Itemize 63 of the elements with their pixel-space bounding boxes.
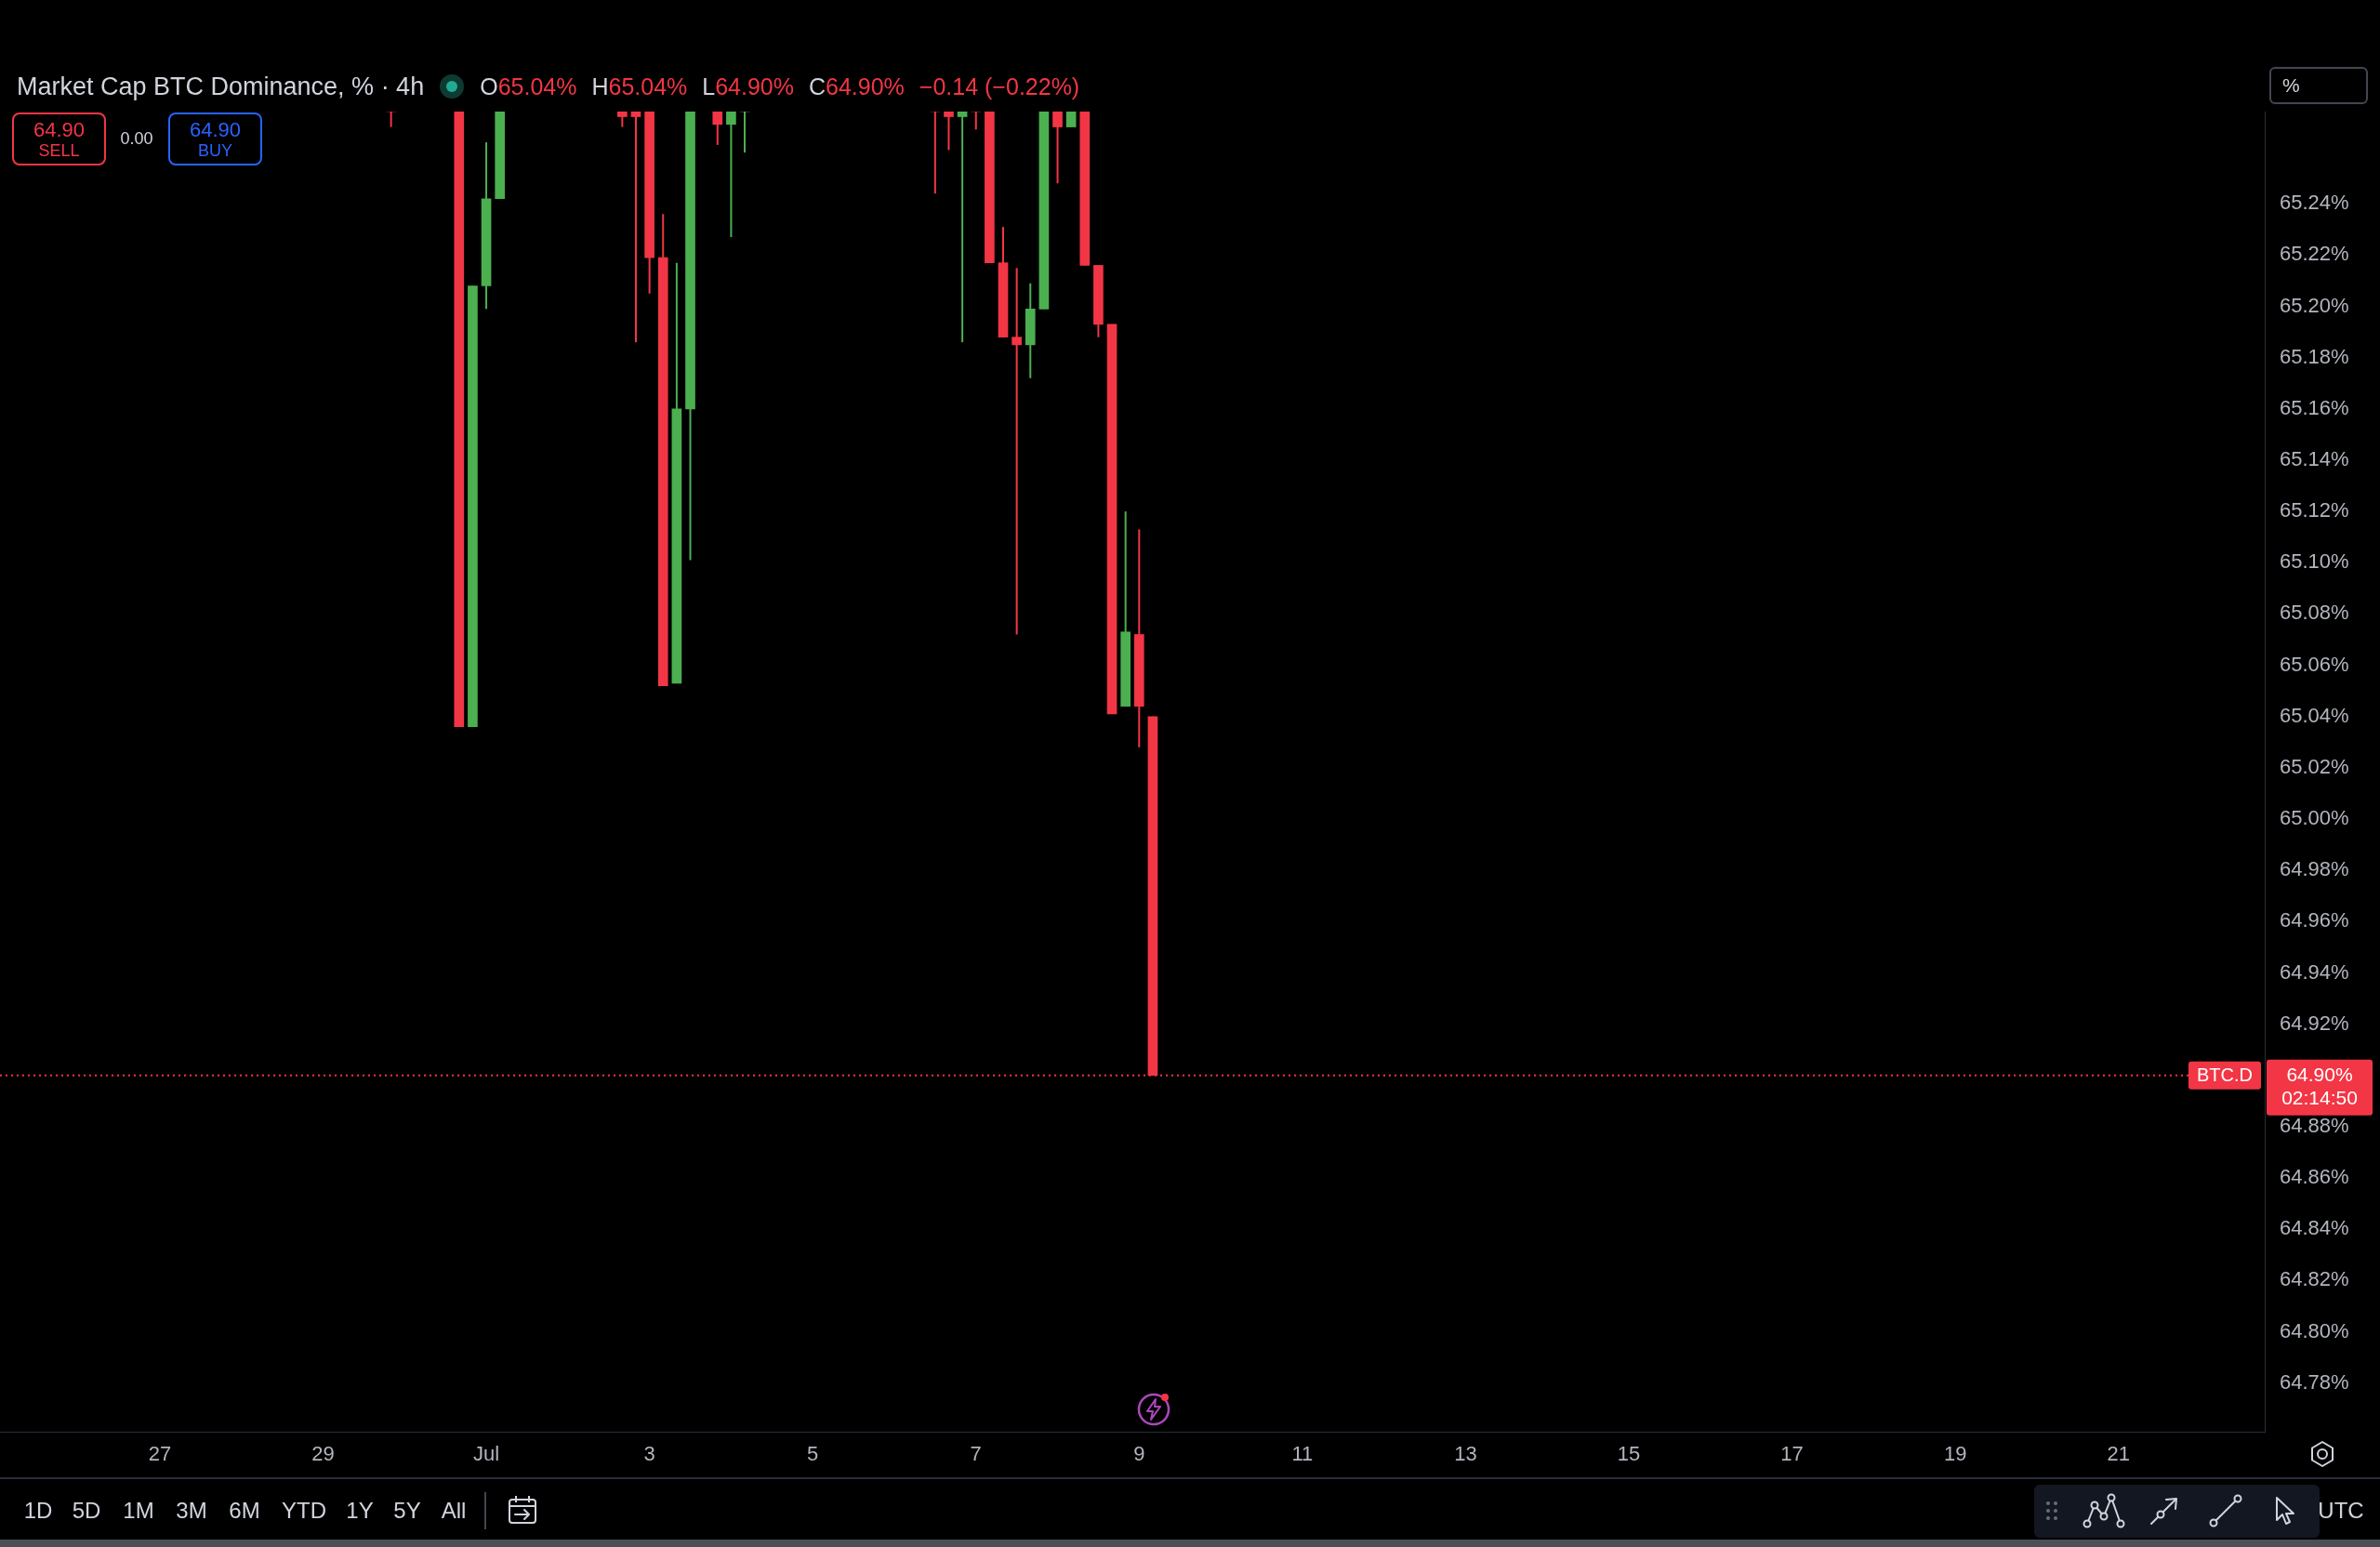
text: 1M xyxy=(123,1498,154,1524)
text: 5D xyxy=(72,1498,101,1524)
text: L64.90% xyxy=(702,73,794,99)
annotation: 64.90 xyxy=(33,117,86,141)
y-tick-label: 64.82% xyxy=(2280,1267,2349,1291)
x-tick-label: 21 xyxy=(2107,1442,2130,1466)
x-tick-label: 11 xyxy=(1291,1442,1314,1466)
percent-field: % xyxy=(2269,67,2368,104)
text: C64.90% xyxy=(808,73,905,99)
y-tick-label: 64.98% xyxy=(2280,857,2349,881)
y-tick-label: 64.84% xyxy=(2280,1216,2349,1240)
text: 1Y xyxy=(346,1498,374,1524)
x-tick-label: 5 xyxy=(807,1442,819,1466)
x-tick-label: 17 xyxy=(1780,1442,1804,1466)
x-tick-label: 15 xyxy=(1617,1442,1641,1466)
annotation: BUY xyxy=(197,140,232,161)
annotation: 0.00 xyxy=(120,128,153,149)
ref-line-label: BTC.D xyxy=(2197,1064,2253,1086)
text: YTD xyxy=(282,1498,326,1524)
y-tick-label: 64.88% xyxy=(2280,1113,2349,1137)
x-tick-label: 13 xyxy=(1454,1442,1477,1466)
x-tick-label: 19 xyxy=(1943,1442,1967,1466)
sell-button: 64.90 SELL xyxy=(12,112,106,165)
text: −0.14 (−0.22%) xyxy=(919,73,1080,100)
y-tick-label: 65.00% xyxy=(2280,806,2349,830)
text: All xyxy=(441,1498,467,1524)
annotation: 64.90 xyxy=(189,117,242,141)
x-tick-label: 7 xyxy=(970,1442,982,1466)
x-tick-label: 29 xyxy=(311,1442,335,1466)
x-tick-label: 9 xyxy=(1133,1442,1145,1466)
y-tick-label: 65.24% xyxy=(2280,191,2349,215)
text: 1D xyxy=(23,1498,53,1524)
y-tick-label: 65.06% xyxy=(2280,652,2349,676)
y-tick-label: 64.92% xyxy=(2280,1011,2349,1035)
buy-button: 64.90 BUY xyxy=(168,112,262,165)
y-tick-label: 65.04% xyxy=(2280,703,2349,727)
text: O65.04% xyxy=(480,73,577,99)
y-tick-label: 64.94% xyxy=(2280,959,2349,984)
text: 64.90% xyxy=(2286,1063,2353,1085)
text: H65.04% xyxy=(591,73,688,99)
y-tick-label: 64.80% xyxy=(2280,1318,2349,1342)
text: 3M xyxy=(176,1498,207,1524)
y-tick-label: 65.22% xyxy=(2280,242,2349,266)
y-tick-label: 64.86% xyxy=(2280,1165,2349,1189)
text: 5Y xyxy=(393,1498,421,1524)
x-tick-label: 3 xyxy=(643,1442,655,1466)
y-tick-label: 65.10% xyxy=(2280,549,2349,574)
y-tick-label: 65.18% xyxy=(2280,344,2349,368)
y-tick-label: 65.16% xyxy=(2280,395,2349,419)
y-tick-label: 64.96% xyxy=(2280,908,2349,932)
x-tick-label: Jul xyxy=(472,1442,500,1466)
y-tick-label: 65.14% xyxy=(2280,447,2349,471)
text: UTC xyxy=(2318,1498,2364,1524)
chart-title: Market Cap BTC Dominance, % · 4h xyxy=(17,72,425,101)
text: 6M xyxy=(229,1498,260,1524)
y-tick-label: 65.08% xyxy=(2280,601,2349,625)
text: 02:14:50 xyxy=(2281,1086,2358,1108)
y-tick-label: 65.02% xyxy=(2280,754,2349,778)
y-tick-label: 64.78% xyxy=(2280,1369,2349,1394)
y-tick-label: 65.12% xyxy=(2280,498,2349,522)
annotation: SELL xyxy=(38,140,80,161)
x-tick-label: 27 xyxy=(148,1442,172,1466)
y-tick-label: 65.20% xyxy=(2280,293,2349,317)
